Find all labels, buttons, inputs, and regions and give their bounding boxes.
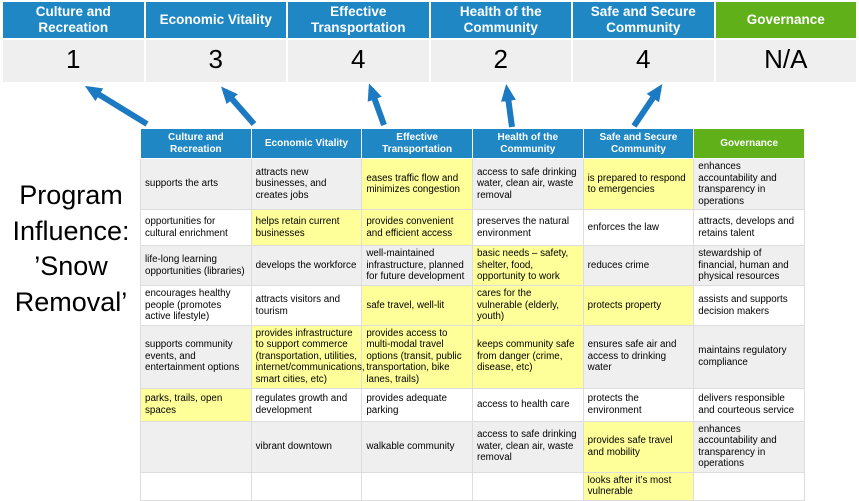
matrix-cell-r7-c1 xyxy=(140,420,252,473)
matrix-header-0: Culture and Recreation xyxy=(140,128,252,159)
matrix-cell-r2-c6: attracts, develops and retains talent xyxy=(693,209,805,247)
matrix-cell-r5-c6: maintains regulatory compliance xyxy=(693,324,805,389)
up-arrow-icon-3 xyxy=(501,84,516,128)
matrix-cell-r7-c3: walkable community xyxy=(361,420,473,473)
matrix-header-3: Health of the Community xyxy=(471,128,584,159)
matrix-cell-r7-c4: access to safe drinking water, clean air… xyxy=(471,420,584,473)
matrix-cell-r2-c4: preserves the natural environment xyxy=(471,209,584,247)
matrix-cell-r8-c3 xyxy=(361,471,473,501)
score-header-2: Effective Transportation xyxy=(288,2,429,39)
matrix-cell-r4-c3-highlighted: safe travel, well-lit xyxy=(361,285,473,326)
matrix-cell-r5-c5: ensures safe air and access to drinking … xyxy=(582,324,695,389)
matrix-row: supports the arts attracts new businesses… xyxy=(140,157,805,211)
score-strip: Culture and Recreation Economic Vitality E… xyxy=(3,2,856,83)
matrix-header-1: Economic Vitality xyxy=(250,128,363,159)
influence-arrows xyxy=(84,83,663,128)
score-value-0: 1 xyxy=(3,40,144,83)
matrix-cell-r3-c2: develops the workforce xyxy=(250,245,363,287)
matrix-header-4: Safe and Secure Community xyxy=(582,128,695,159)
matrix-cell-r6-c1-highlighted: parks, trails, open spaces xyxy=(140,387,252,422)
matrix-cell-r8-c1 xyxy=(140,471,252,501)
matrix-header-2: Effective Transportation xyxy=(361,128,473,159)
up-arrow-icon-0 xyxy=(84,85,149,127)
matrix-cell-r5-c4-highlighted: keeps community safe from danger (crime,… xyxy=(471,324,584,389)
matrix-cell-r6-c2: regulates growth and development xyxy=(250,387,363,422)
matrix-cell-r4-c1: encourages healthy people (promotes acti… xyxy=(140,285,252,326)
score-value-4: 4 xyxy=(573,40,714,83)
matrix-row: life-long learning opportunities (librar… xyxy=(140,245,805,287)
matrix-cell-r6-c5: protects the environment xyxy=(582,387,695,422)
score-value-1: 3 xyxy=(145,40,286,83)
matrix-cell-r8-c5-highlighted: looks after it’s most vulnerable xyxy=(582,471,695,501)
matrix-cell-r1-c5-highlighted: is prepared to respond to emergencies xyxy=(582,157,695,211)
matrix-cell-r3-c5: reduces crime xyxy=(582,245,695,287)
up-arrow-icon-2 xyxy=(367,83,387,127)
matrix-cell-r1-c6: enhances accountability and transparency… xyxy=(693,157,805,211)
matrix-cell-r1-c3-highlighted: eases traffic flow and minimizes congest… xyxy=(361,157,473,211)
program-influence-title: Program Influence: ’Snow Removal’ xyxy=(12,180,130,317)
matrix-cell-r3-c4-highlighted: basic needs – safety, shelter, food, opp… xyxy=(471,245,584,287)
score-value-3: 2 xyxy=(430,40,571,83)
score-header-5: Governance xyxy=(715,2,856,39)
matrix-cell-r4-c5-highlighted: protects property xyxy=(582,285,695,326)
matrix-cell-r2-c3-highlighted: provides convenient and efficient access xyxy=(361,209,473,247)
matrix-cell-r6-c3: provides adequate parking xyxy=(361,387,473,422)
matrix-header-5: Governance xyxy=(693,128,805,159)
influence-matrix-table: Culture and Recreation Economic Vitality E… xyxy=(140,128,805,501)
matrix-cell-r5-c3-highlighted: provides access to multi-modal travel op… xyxy=(361,324,473,389)
matrix-cell-r6-c6: delivers responsible and courteous servi… xyxy=(693,387,805,422)
matrix-cell-r2-c1: opportunities for cultural enrichment xyxy=(140,209,252,247)
matrix-row: looks after it’s most vulnerable xyxy=(140,471,805,501)
score-header-3: Health of the Community xyxy=(430,2,571,39)
matrix-row: encourages healthy people (promotes acti… xyxy=(140,285,805,326)
matrix-cell-r8-c4 xyxy=(471,471,584,501)
up-arrow-icon-1 xyxy=(221,86,257,126)
matrix-cell-r4-c6: assists and supports decision makers xyxy=(693,285,805,326)
score-value-2: 4 xyxy=(288,40,429,83)
matrix-cell-r5-c1: supports community events, and entertain… xyxy=(140,324,252,389)
matrix-cell-r3-c6: stewardship of financial, human and phys… xyxy=(693,245,805,287)
matrix-cell-r7-c6: enhances accountability and transparency… xyxy=(693,420,805,473)
matrix-cell-r1-c1: supports the arts xyxy=(140,157,252,211)
score-header-4: Safe and Secure Community xyxy=(573,2,714,39)
matrix-cell-r7-c2: vibrant downtown xyxy=(250,420,363,473)
matrix-cell-r1-c4: access to safe drinking water, clean air… xyxy=(471,157,584,211)
matrix-cell-r2-c2-highlighted: helps retain current businesses xyxy=(250,209,363,247)
matrix-cell-r6-c4: access to health care xyxy=(471,387,584,422)
matrix-cell-r5-c2-highlighted: provides infrastructure to support comme… xyxy=(250,324,365,389)
matrix-row: parks, trails, open spaces regulates grow… xyxy=(140,387,805,422)
matrix-cell-r7-c5-highlighted: provides safe travel and mobility xyxy=(582,420,695,473)
matrix-cell-r4-c2: attracts visitors and tourism xyxy=(250,285,363,326)
matrix-row: opportunities for cultural enrichment hel… xyxy=(140,209,805,247)
matrix-cell-r1-c2: attracts new businesses, and creates job… xyxy=(250,157,363,211)
matrix-row: vibrant downtown walkable community access… xyxy=(140,420,805,473)
score-header-1: Economic Vitality xyxy=(145,2,286,39)
matrix-cell-r2-c5: enforces the law xyxy=(582,209,695,247)
score-header-0: Culture and Recreation xyxy=(3,2,144,39)
matrix-row: supports community events, and entertain… xyxy=(140,324,805,389)
score-value-5: N/A xyxy=(715,40,856,83)
matrix-cell-r8-c2 xyxy=(250,471,363,501)
matrix-cell-r4-c4-highlighted: cares for the vulnerable (elderly, youth… xyxy=(471,285,584,326)
matrix-cell-r3-c1: life-long learning opportunities (librar… xyxy=(140,245,252,287)
up-arrow-icon-4 xyxy=(631,84,663,128)
matrix-cell-r3-c3: well-maintained infrastructure, planned … xyxy=(361,245,473,287)
matrix-cell-r8-c6 xyxy=(693,471,805,501)
